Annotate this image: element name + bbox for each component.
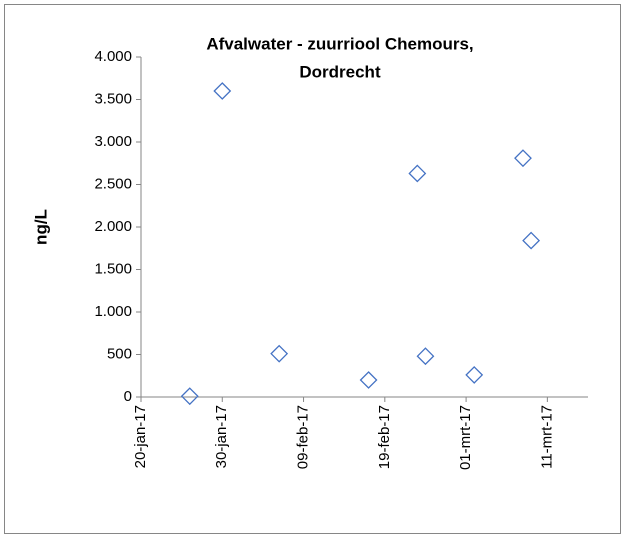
scatter-point bbox=[213, 82, 232, 100]
y-tick-label: 2.500 bbox=[94, 175, 132, 192]
scatter-point bbox=[408, 164, 427, 183]
scatter-point bbox=[359, 371, 378, 389]
x-tick-label: 01-mrt-17 bbox=[457, 405, 474, 470]
y-tick-label: 0 bbox=[124, 388, 132, 405]
y-tick-label: 1.500 bbox=[94, 260, 132, 277]
scatter-point bbox=[180, 387, 199, 406]
x-tick-label: 20-jan-17 bbox=[132, 405, 149, 468]
scatter-point bbox=[514, 149, 532, 168]
scatter-point bbox=[416, 347, 435, 366]
y-tick-label: 3.000 bbox=[94, 133, 132, 150]
chart-title: Afvalwater - zuurriool Chemours, bbox=[206, 34, 473, 53]
y-axis-label: ng/L bbox=[31, 209, 50, 245]
x-tick-label: 11-mrt-17 bbox=[538, 405, 555, 469]
y-tick-label: 3.500 bbox=[94, 90, 132, 107]
x-tick-label: 30-jan-17 bbox=[213, 405, 230, 468]
x-tick-label: 19-feb-17 bbox=[376, 405, 393, 469]
y-tick-label: 500 bbox=[107, 345, 132, 362]
y-tick-label: 2.000 bbox=[94, 218, 132, 235]
chart-title: Dordrecht bbox=[299, 62, 381, 81]
scatter-point bbox=[522, 231, 541, 250]
y-tick-label: 4.000 bbox=[94, 48, 132, 65]
x-tick-label: 09-feb-17 bbox=[295, 405, 312, 469]
scatter-point bbox=[465, 365, 484, 384]
y-tick-label: 1.000 bbox=[94, 303, 132, 320]
chart-border bbox=[4, 4, 621, 534]
scatter-point bbox=[270, 344, 289, 363]
